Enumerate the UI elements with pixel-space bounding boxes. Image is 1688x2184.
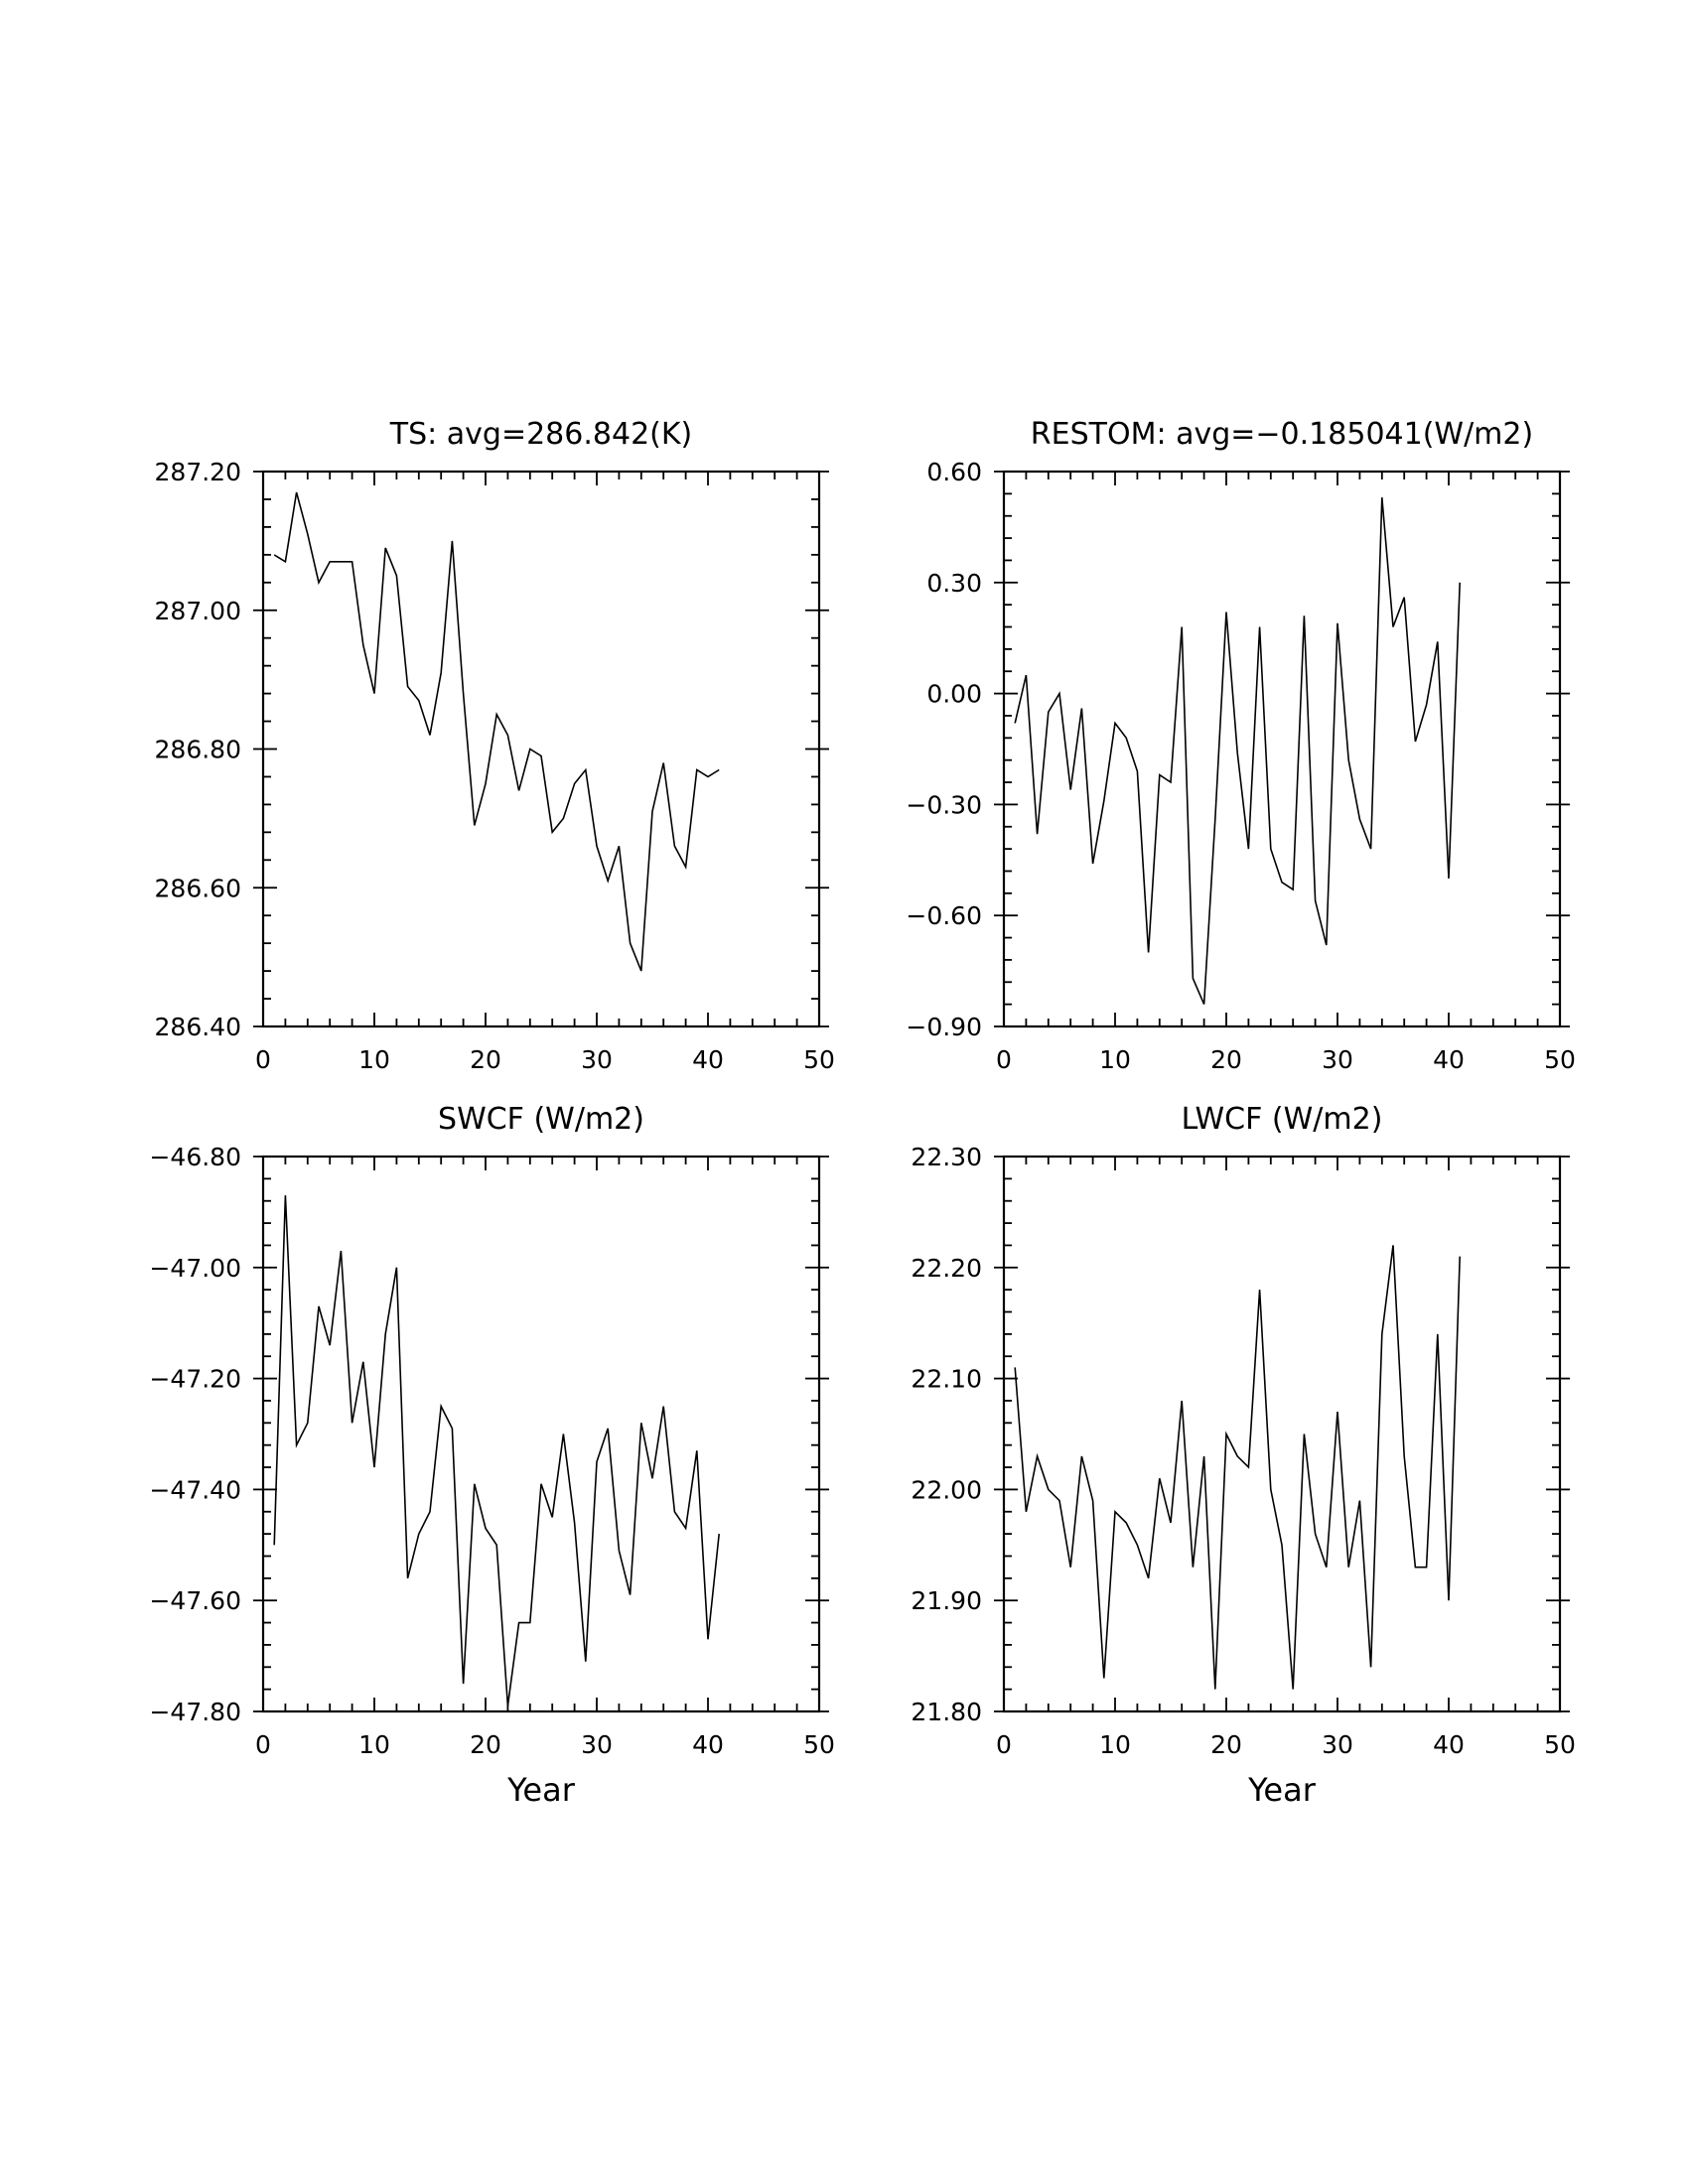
panel-lwcf-ytick-label: 21.90 <box>911 1586 982 1615</box>
panel-ts-ytick-label: 287.00 <box>155 597 241 625</box>
panel-ts-series-line <box>273 491 720 972</box>
panel-restom-ytick-label: 0.00 <box>926 680 982 709</box>
panel-ts-ytick-label: 286.80 <box>155 736 241 764</box>
panel-ts-frame <box>261 470 821 1028</box>
panel-restom-ytick-label: −0.30 <box>906 790 982 819</box>
panel-swcf-xlabel: Year <box>506 1771 576 1809</box>
panel-restom-xtick-label: 0 <box>996 1045 1012 1074</box>
panel-swcf-ytick-label: −47.20 <box>149 1365 241 1394</box>
panel-swcf-xtick-label: 30 <box>581 1730 613 1759</box>
panel-lwcf-xtick-label: 10 <box>1099 1730 1131 1759</box>
panel-lwcf: LWCF (W/m2) 0 10 20 30 40 50 21.80 21.90 22.00 22.… <box>911 1102 1575 1809</box>
panel-swcf-ytick-label: −47.40 <box>149 1475 241 1504</box>
panel-restom-xtick-label: 20 <box>1210 1045 1242 1074</box>
panel-swcf: SWCF (W/m2) 0 10 20 30 40 50 −47.80 −47.60 −47.40… <box>149 1102 834 1809</box>
panel-ts-xtick-label: 10 <box>358 1045 390 1074</box>
panel-lwcf-ytick-label: 22.00 <box>911 1475 982 1504</box>
panel-restom-ytick-label: −0.60 <box>906 901 982 930</box>
panel-lwcf-ytick-label: 22.30 <box>911 1143 982 1171</box>
panel-restom-ytick-label: 0.60 <box>926 458 982 486</box>
panel-lwcf-xlabel: Year <box>1247 1771 1317 1809</box>
panel-lwcf-xtick-label: 0 <box>996 1730 1012 1759</box>
panel-swcf-ytick-label: −46.80 <box>149 1143 241 1171</box>
panel-restom-ytick-label: 0.30 <box>926 569 982 598</box>
panel-restom-ytick-label: −0.90 <box>906 1013 982 1041</box>
panel-ts-xtick-label: 50 <box>803 1045 835 1074</box>
panel-lwcf-series-line <box>1014 1245 1461 1690</box>
panel-lwcf-title: LWCF (W/m2) <box>1182 1102 1383 1137</box>
panel-swcf-title: SWCF (W/m2) <box>438 1102 644 1137</box>
panel-lwcf-ytick-label: 22.20 <box>911 1254 982 1283</box>
panel-restom: RESTOM: avg=−0.185041(W/m2) 0 10 20 30 40 50 −0… <box>906 417 1576 1074</box>
panel-swcf-series-line <box>273 1195 720 1706</box>
panel-ts-xtick-label: 20 <box>470 1045 501 1074</box>
panel-ts-xtick-label: 30 <box>581 1045 613 1074</box>
panel-restom-xtick-label: 10 <box>1099 1045 1131 1074</box>
panel-restom-xtick-label: 30 <box>1322 1045 1353 1074</box>
panel-restom-xtick-label: 50 <box>1544 1045 1576 1074</box>
panel-swcf-xtick-label: 10 <box>358 1730 390 1759</box>
panel-swcf-frame <box>261 1155 821 1713</box>
panel-swcf-xtick-label: 40 <box>692 1730 724 1759</box>
panel-lwcf-xtick-label: 30 <box>1322 1730 1353 1759</box>
panel-ts-ytick-label: 287.20 <box>155 458 241 486</box>
panel-lwcf-ytick-label: 22.10 <box>911 1365 982 1394</box>
panel-ts-xtick-label: 40 <box>692 1045 724 1074</box>
panel-swcf-xtick-label: 20 <box>470 1730 501 1759</box>
panel-lwcf-xtick-label: 40 <box>1433 1730 1465 1759</box>
panel-restom-series-line <box>1014 497 1461 1005</box>
panel-swcf-xtick-label: 0 <box>255 1730 271 1759</box>
panel-lwcf-ytick-label: 21.80 <box>911 1698 982 1726</box>
panel-ts-xtick-label: 0 <box>255 1045 271 1074</box>
panel-ts: TS: avg=286.842(K) 0 10 20 30 40 50 286.40 286.6… <box>155 417 835 1074</box>
panel-lwcf-xtick-label: 20 <box>1210 1730 1242 1759</box>
panel-restom-title: RESTOM: avg=−0.185041(W/m2) <box>1031 417 1533 452</box>
panel-ts-title: TS: avg=286.842(K) <box>389 417 692 452</box>
panel-swcf-ytick-label: −47.60 <box>149 1586 241 1615</box>
panel-restom-xtick-label: 40 <box>1433 1045 1465 1074</box>
panel-swcf-xtick-label: 50 <box>803 1730 835 1759</box>
panel-swcf-ytick-label: −47.00 <box>149 1254 241 1283</box>
panel-lwcf-xtick-label: 50 <box>1544 1730 1576 1759</box>
panel-restom-frame <box>1002 470 1562 1028</box>
panel-lwcf-frame <box>1002 1155 1562 1713</box>
panel-swcf-ytick-label: −47.80 <box>149 1698 241 1726</box>
panel-ts-ytick-label: 286.40 <box>155 1013 241 1041</box>
panel-ts-ytick-label: 286.60 <box>155 874 241 902</box>
